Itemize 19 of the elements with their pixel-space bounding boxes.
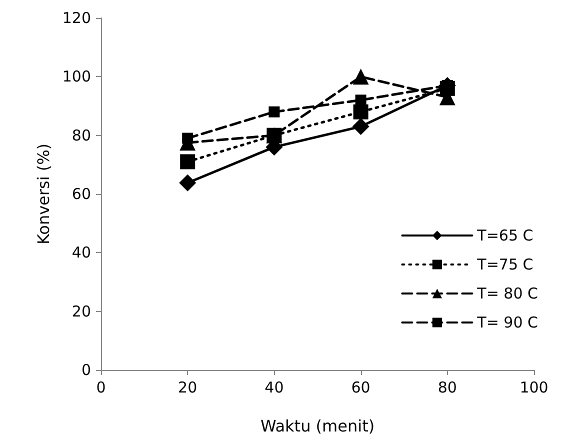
y-tick-label: 20 (72, 302, 91, 320)
y-tick-label: 80 (72, 126, 91, 144)
y-tick-label: 60 (72, 185, 91, 203)
x-tick-label: 100 (520, 378, 548, 396)
x-axis-title: Waktu (menit) (260, 416, 375, 436)
y-axis-title: Konversi (%) (34, 143, 53, 245)
legend-label: T=65 C (476, 226, 534, 244)
y-tick-label: 120 (62, 9, 91, 27)
y-tick-label: 100 (62, 68, 91, 86)
legend-label: T=75 C (476, 256, 534, 274)
y-tick-label: 40 (72, 244, 91, 262)
legend-label: T= 90 C (476, 314, 538, 332)
x-tick-label: 20 (178, 378, 198, 396)
legend-label: T= 80 C (476, 284, 538, 302)
y-tick-label: 0 (81, 361, 91, 379)
x-tick-label: 60 (351, 378, 370, 396)
x-tick-label: 0 (96, 378, 106, 396)
x-tick-label: 80 (438, 378, 457, 396)
x-tick-label: 40 (264, 378, 284, 396)
